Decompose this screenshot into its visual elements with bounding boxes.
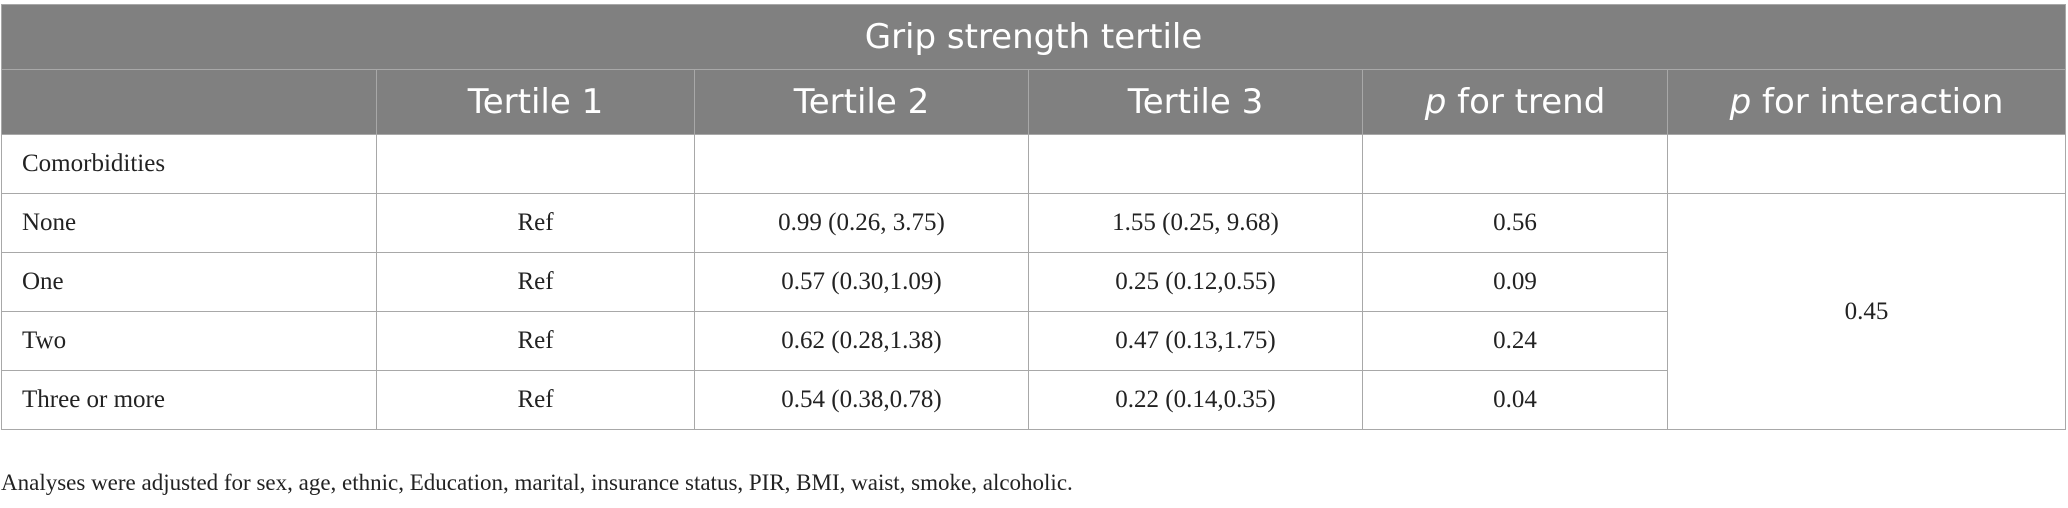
section-row-comorbidities: Comorbidities bbox=[1, 134, 2067, 194]
p-trend-cell: 0.09 bbox=[1362, 252, 1668, 312]
empty-cell bbox=[1028, 134, 1363, 194]
tertile-3-cell: 0.25 (0.12,0.55) bbox=[1028, 252, 1363, 312]
table-row: Three or more Ref 0.54 (0.38,0.78) 0.22 … bbox=[1, 370, 2066, 430]
results-table: Grip strength tertile Tertile 1 Tertile … bbox=[0, 4, 2067, 430]
table-row: Two Ref 0.62 (0.28,1.38) 0.47 (0.13,1.75… bbox=[1, 311, 2066, 371]
tertile-2-cell: 0.99 (0.26, 3.75) bbox=[694, 193, 1029, 253]
empty-cell bbox=[694, 134, 1029, 194]
grip-strength-tertile-header: Grip strength tertile bbox=[0, 4, 2067, 70]
empty-cell bbox=[376, 134, 695, 194]
table-row: None Ref 0.99 (0.26, 3.75) 1.55 (0.25, 9… bbox=[1, 193, 2067, 430]
row-label: None bbox=[1, 193, 377, 253]
column-header-tertile-2: Tertile 2 bbox=[694, 69, 1029, 135]
tertile-1-cell: Ref bbox=[376, 370, 695, 430]
row-label: Two bbox=[1, 311, 377, 371]
row-label: Three or more bbox=[1, 370, 377, 430]
column-header-tertile-1: Tertile 1 bbox=[376, 69, 695, 135]
section-label: Comorbidities bbox=[1, 134, 377, 194]
p-interaction-cell: 0.45 bbox=[1666, 193, 2067, 430]
tertile-3-cell: 1.55 (0.25, 9.68) bbox=[1028, 193, 1363, 253]
column-header-p-for-trend: p for trend bbox=[1362, 69, 1668, 135]
tertile-1-cell: Ref bbox=[376, 311, 695, 371]
empty-cell bbox=[1362, 134, 1668, 194]
column-header-p-for-interaction: p for interaction bbox=[1666, 69, 2067, 135]
tertile-1-cell: Ref bbox=[376, 252, 695, 312]
column-header-empty bbox=[1, 69, 377, 135]
tertile-3-cell: 0.22 (0.14,0.35) bbox=[1028, 370, 1363, 430]
column-header-tertile-3: Tertile 3 bbox=[1028, 69, 1363, 135]
p-symbol: p bbox=[1729, 82, 1752, 122]
p-for-trend-label: for trend bbox=[1457, 82, 1606, 122]
p-trend-cell: 0.24 bbox=[1362, 311, 1668, 371]
p-trend-cell: 0.56 bbox=[1362, 193, 1668, 253]
table-header-span-row: Grip strength tertile bbox=[0, 4, 2067, 70]
p-for-interaction-label: for interaction bbox=[1761, 82, 2004, 122]
tertile-2-cell: 0.54 (0.38,0.78) bbox=[694, 370, 1029, 430]
row-label: One bbox=[1, 252, 377, 312]
table-header-row: Tertile 1 Tertile 2 Tertile 3 p for tren… bbox=[1, 69, 2067, 135]
tertile-2-cell: 0.57 (0.30,1.09) bbox=[694, 252, 1029, 312]
table-footnote: Analyses were adjusted for sex, age, eth… bbox=[1, 470, 1073, 495]
tertile-3-cell: 0.47 (0.13,1.75) bbox=[1028, 311, 1363, 371]
p-trend-cell: 0.04 bbox=[1362, 370, 1668, 430]
tertile-1-cell: Ref bbox=[376, 193, 695, 253]
empty-cell bbox=[1666, 134, 2067, 194]
tertile-2-cell: 0.62 (0.28,1.38) bbox=[694, 311, 1029, 371]
p-symbol: p bbox=[1424, 82, 1447, 122]
